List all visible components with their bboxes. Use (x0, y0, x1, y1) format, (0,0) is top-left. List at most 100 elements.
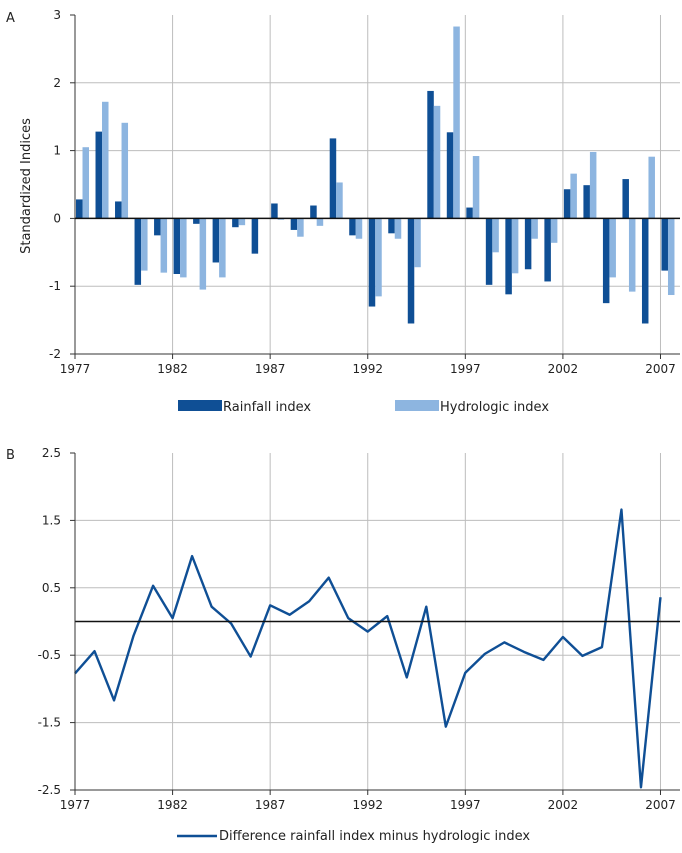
hydrologic-index-bar (511, 218, 519, 274)
rainfall-index-bar (505, 218, 512, 295)
legend-hydrologic-label: Hydrologic index (440, 400, 549, 415)
panel-b-x-tick-label: 1982 (157, 798, 188, 812)
hydrologic-index-bar (570, 173, 577, 219)
panel-b-series (74, 508, 662, 789)
hydrologic-index-bar (141, 218, 148, 271)
panel-b-y-tick-label: 2.5 (42, 446, 61, 460)
panel-b-y-tick-label: -1.5 (38, 716, 61, 730)
panel-a-y-tick-label: -2 (49, 347, 61, 361)
hydrologic-index-bar (297, 218, 304, 237)
rainfall-index-bar (661, 218, 668, 271)
legend-rainfall-swatch (178, 400, 222, 411)
hydrologic-index-bar (492, 218, 499, 253)
panel-b-legend: Difference rainfall index minus hydrolog… (177, 829, 530, 844)
rainfall-index-bar (193, 218, 200, 224)
panel-b-x-tick-label: 1977 (60, 798, 91, 812)
rainfall-index-bar (271, 203, 278, 219)
panel-b-y-tick-label: -2.5 (38, 783, 61, 797)
rainfall-index-bar (622, 179, 629, 219)
panel-a-y-tick-label: 2 (53, 76, 61, 90)
panel-a-y-tick-label: 0 (53, 211, 61, 225)
rainfall-index-bar (388, 218, 395, 234)
rainfall-index-bar (466, 207, 473, 219)
hydrologic-index-bar (550, 218, 558, 243)
panel-a-bars (76, 26, 675, 324)
hydrologic-index-bar (238, 218, 246, 226)
rainfall-index-bar (76, 199, 83, 219)
hydrologic-index-bar (667, 218, 675, 296)
panel-a-x-tick-label: 1982 (157, 362, 188, 376)
panel-a-x-tick-label: 1997 (450, 362, 481, 376)
hydrologic-index-bar (336, 182, 343, 219)
hydrologic-index-bar (414, 218, 421, 268)
hydrologic-index-bar (219, 218, 226, 278)
rainfall-index-bar (251, 218, 259, 254)
rainfall-index-bar (134, 218, 142, 285)
rainfall-index-bar (485, 218, 493, 285)
legend-difference-label: Difference rainfall index minus hydrolog… (219, 829, 530, 844)
rainfall-index-bar (368, 218, 376, 307)
rainfall-index-bar (641, 218, 649, 324)
panel-a-y-tick-label: 1 (53, 144, 61, 158)
hydrologic-index-bar (394, 218, 402, 239)
panel-a-legend: Rainfall index Hydrologic index (178, 400, 549, 415)
hydrologic-index-bar (355, 218, 363, 239)
panel-a-axes: 1977 1982 1987 1992 1997 2002 2007 -2 -1 0 1 2 3 (49, 8, 680, 376)
rainfall-index-bar (329, 138, 337, 219)
panel-b-x-tick-label: 2002 (548, 798, 579, 812)
difference-series-line (74, 508, 662, 789)
rainfall-index-bar (446, 132, 454, 219)
rainfall-index-bar (349, 218, 356, 236)
rainfall-index-bar (602, 218, 610, 304)
panel-b-axes: 1977 1982 1987 1992 1997 2002 2007 -2.5 -1.5 -0.5… (38, 446, 680, 812)
panel-a-bar-chart: A Standardized Indices 1977 1982 1987 1992 1… (6, 8, 680, 415)
hydrologic-index-bar (199, 218, 207, 290)
hydrologic-index-bar (316, 218, 324, 226)
panel-b-x-tick-label: 1987 (255, 798, 286, 812)
hydrologic-index-bar (160, 218, 168, 273)
panel-b-y-tick-label: -0.5 (38, 648, 61, 662)
panel-b-x-tick-label: 1997 (450, 798, 481, 812)
rainfall-index-bar (212, 218, 220, 263)
rainfall-index-bar (563, 189, 571, 219)
panel-a-x-tick-label: 1987 (255, 362, 286, 376)
rainfall-index-bar (544, 218, 551, 282)
hydrologic-index-bar (531, 218, 538, 239)
rainfall-index-bar (310, 205, 317, 219)
rainfall-index-bar (173, 218, 181, 274)
rainfall-index-bar (290, 218, 298, 230)
legend-hydrologic-swatch (395, 400, 439, 411)
rainfall-index-bar (583, 185, 590, 219)
hydrologic-index-bar (433, 105, 441, 219)
hydrologic-index-bar (628, 218, 636, 292)
panel-b-x-tick-label: 1992 (352, 798, 383, 812)
hydrologic-index-bar (472, 156, 480, 219)
rainfall-index-bar (427, 90, 434, 219)
rainfall-index-bar (407, 218, 415, 324)
panel-b-y-tick-label: 1.5 (42, 513, 61, 527)
panel-a-y-tick-label: 3 (53, 8, 61, 22)
legend-rainfall-label: Rainfall index (223, 400, 311, 415)
panel-a-x-tick-label: 1992 (352, 362, 383, 376)
panel-a-x-tick-label: 2007 (645, 362, 676, 376)
panel-b-label: B (6, 448, 15, 463)
panel-a-x-tick-label: 2002 (548, 362, 579, 376)
hydrologic-index-bar (121, 122, 129, 219)
panel-a-grid (75, 15, 680, 355)
panel-b-x-tick-label: 2007 (645, 798, 676, 812)
panel-a-y-axis-label: Standardized Indices (19, 118, 34, 254)
hydrologic-index-bar (648, 156, 655, 219)
hydrologic-index-bar (102, 101, 109, 219)
rainfall-index-bar (115, 201, 122, 219)
rainfall-index-bar (95, 131, 103, 219)
hydrologic-index-bar (453, 26, 460, 219)
hydrologic-index-bar (589, 151, 597, 219)
hydrologic-index-bar (609, 218, 616, 278)
hydrologic-index-bar (82, 147, 89, 219)
panel-b-line-chart: B 1977 1982 1987 1992 1997 2002 2007 -2.5 -1.5 -0… (6, 446, 680, 844)
panel-a-y-tick-label: -1 (49, 279, 61, 293)
panel-a-x-tick-label: 1977 (60, 362, 91, 376)
rainfall-index-bar (154, 218, 161, 236)
hydrologic-index-bar (180, 218, 187, 278)
